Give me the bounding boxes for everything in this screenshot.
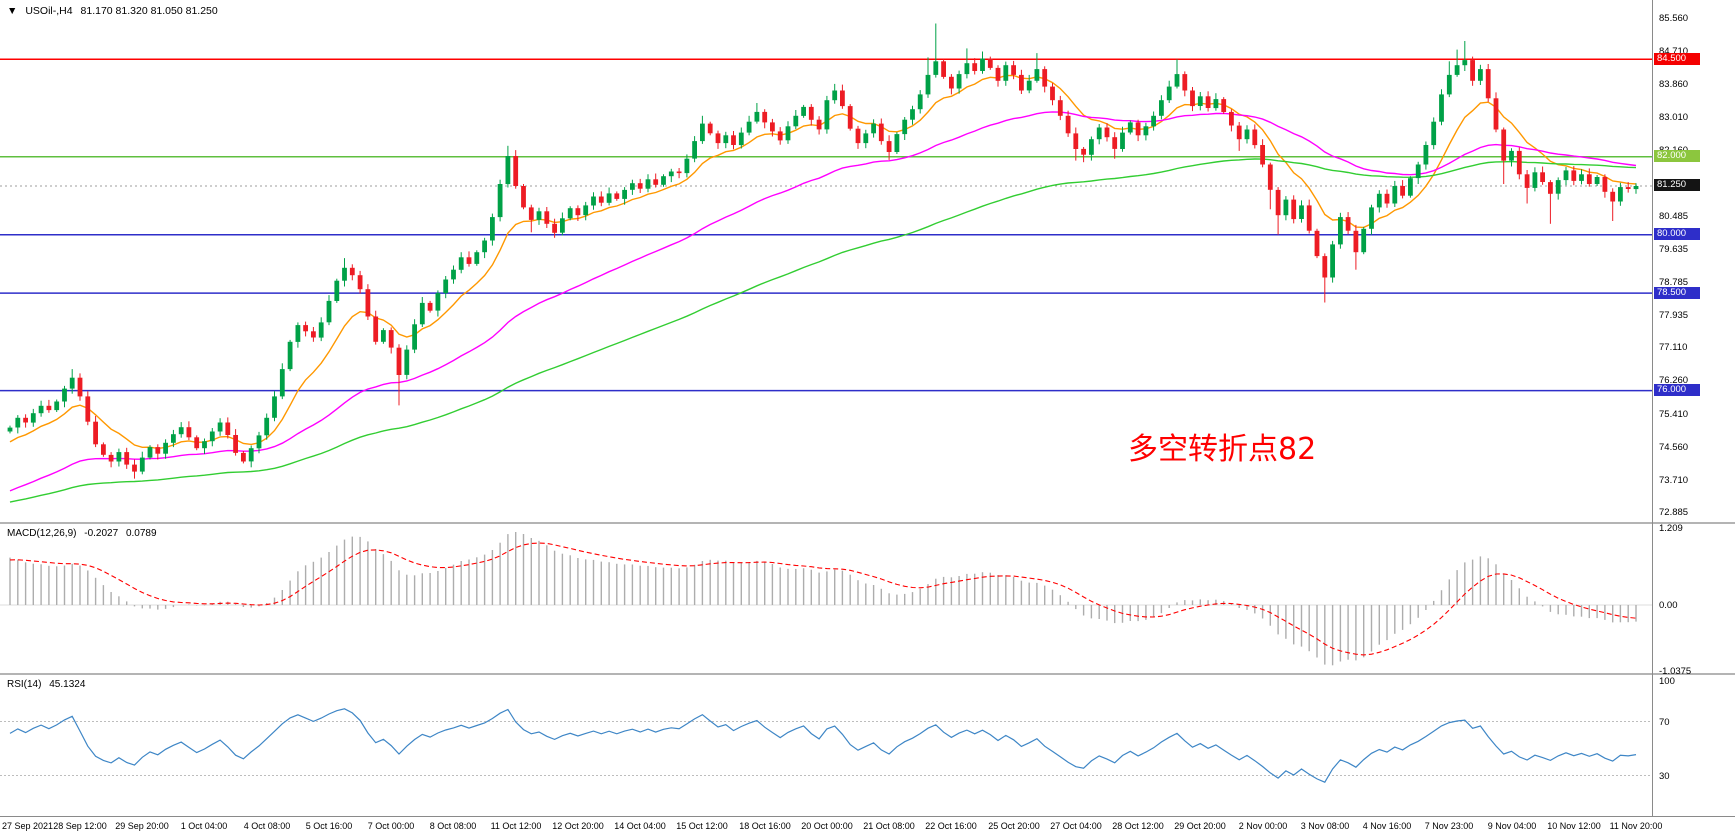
time-label: 22 Oct 16:00 [925,821,977,831]
time-label: 5 Oct 16:00 [305,821,353,831]
time-label: 15 Oct 12:00 [676,821,728,831]
price-axis-label: 74.560 [1659,442,1689,453]
price-axis-label: 83.010 [1659,112,1689,123]
ma-10-line [9,74,1637,450]
price-axis-label: 79.635 [1659,244,1689,255]
time-label: 7 Nov 23:00 [1424,821,1474,831]
collapse-arrow-icon[interactable]: ▼ [7,5,18,17]
time-label: 1 Oct 04:00 [180,821,228,831]
pane-separator-macd[interactable] [0,522,1735,524]
rsi-value: 45.1324 [49,679,86,690]
price-axis-label: 77.935 [1659,310,1689,321]
time-label: 2 Nov 00:00 [1238,821,1288,831]
price-tag-84.500: 84.500 [1654,53,1700,65]
price-tag-78.500: 78.500 [1654,287,1700,299]
time-label: 9 Nov 04:00 [1487,821,1537,831]
rsi-axis-label: 30 [1659,771,1670,782]
symbol-info: ▼ USOil-,H4 81.170 81.320 81.050 81.250 [7,5,223,17]
time-label: 28 Oct 12:00 [1112,821,1164,831]
candles [7,23,1639,479]
rsi-axis-label: 70 [1659,717,1670,728]
time-label: 3 Nov 08:00 [1300,821,1350,831]
price-pane[interactable] [0,0,1652,522]
macd-value-signal: 0.0789 [125,528,157,539]
macd-axis-label: 1.209 [1659,523,1683,534]
price-axis-label: 77.110 [1659,342,1688,353]
text-annotation[interactable]: 多空转折点82 [1128,432,1317,467]
time-label: 4 Nov 16:00 [1362,821,1412,831]
macd-pane[interactable] [0,524,1652,673]
price-axis-label: 80.485 [1659,211,1689,222]
price-tag-80.000: 80.000 [1654,228,1700,240]
ohlc-values: 81.170 81.320 81.050 81.250 [80,5,218,17]
price-axis-label: 83.860 [1659,79,1689,90]
time-label: 14 Oct 04:00 [614,821,666,831]
rsi-indicator-label: RSI(14) 45.1324 [7,679,90,690]
price-axis-label: 73.710 [1659,475,1689,486]
macd-axis-label: -1.0375 [1659,666,1692,677]
rsi-pane[interactable] [0,675,1652,816]
time-label: 29 Sep 20:00 [115,821,169,831]
price-axis-label: 76.260 [1659,375,1689,386]
rsi-name: RSI(14) [7,679,42,690]
macd-indicator-label: MACD(12,26,9) -0.2027 0.0789 [7,528,162,539]
price-axis-label: 78.785 [1659,277,1689,288]
price-axis-label: 72.885 [1659,507,1689,518]
ma-44-line [9,111,1637,492]
time-label: 8 Oct 08:00 [429,821,477,831]
macd-axis-label: 0.00 [1659,600,1678,611]
pane-separator-rsi[interactable] [0,673,1735,675]
time-label: 21 Oct 08:00 [863,821,915,831]
time-label: 28 Sep 12:00 [53,821,107,831]
time-label: 11 Nov 20:00 [1609,821,1663,831]
time-label: 12 Oct 20:00 [552,821,604,831]
macd-value-main: -0.2027 [84,528,119,539]
macd-signal-line [9,542,1637,656]
time-label: 20 Oct 00:00 [801,821,853,831]
time-label: 4 Oct 08:00 [243,821,291,831]
price-axis[interactable]: 85.56084.71083.86083.01082.16080.48579.6… [1652,0,1735,816]
time-label: 27 Oct 04:00 [1050,821,1102,831]
time-label: 18 Oct 16:00 [739,821,791,831]
price-axis-label: 85.560 [1659,13,1689,24]
time-label: 27 Sep 2021 [2,821,54,831]
time-label: 10 Nov 12:00 [1547,821,1601,831]
symbol-label: USOil-,H4 [25,5,73,17]
price-axis-label: 75.410 [1659,409,1689,420]
price-tag-81.250: 81.250 [1654,179,1700,191]
time-label: 7 Oct 00:00 [367,821,415,831]
macd-histogram [9,532,1637,666]
time-label: 29 Oct 20:00 [1174,821,1226,831]
price-tag-76.000: 76.000 [1654,384,1700,396]
macd-name: MACD(12,26,9) [7,528,77,539]
price-axis-label: 84.710 [1659,46,1689,57]
rsi-line [9,708,1637,783]
ma-100-line [9,158,1637,503]
time-axis[interactable]: 27 Sep 2021 28 Sep 12:00 29 Sep 20:00 1 Oct… [0,816,1735,836]
rsi-axis-label: 100 [1659,676,1675,687]
time-label: 11 Oct 12:00 [490,821,542,831]
price-tag-82.000: 82.000 [1654,150,1700,162]
time-label: 25 Oct 20:00 [988,821,1040,831]
